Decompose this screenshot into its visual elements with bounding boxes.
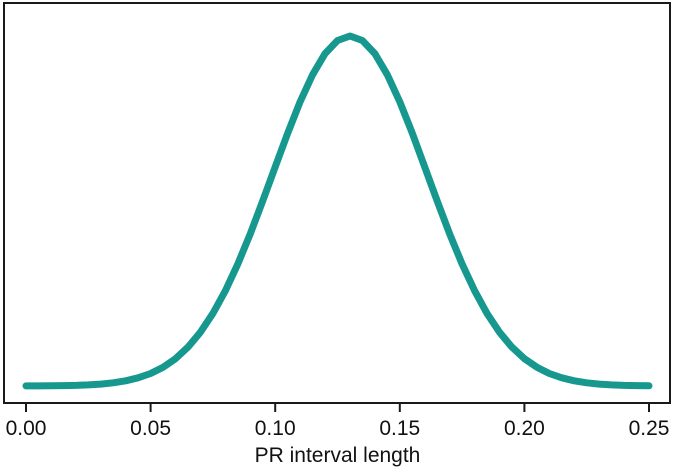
plot-frame <box>3 2 671 404</box>
x-tick-label: 0.05 <box>130 417 171 440</box>
x-axis-title: PR interval length <box>254 444 421 467</box>
x-tick-label: 0.10 <box>255 417 296 440</box>
x-tick-label: 0.20 <box>504 417 545 440</box>
x-tick-label: 0.25 <box>629 417 670 440</box>
x-axis-ticks <box>25 404 650 412</box>
x-tick-label: 0.00 <box>6 417 47 440</box>
density-curve <box>22 32 653 390</box>
x-tick-label: 0.15 <box>379 417 420 440</box>
x-axis-tick-labels: 0.00 0.05 0.10 0.15 0.20 0.25 <box>6 417 670 440</box>
